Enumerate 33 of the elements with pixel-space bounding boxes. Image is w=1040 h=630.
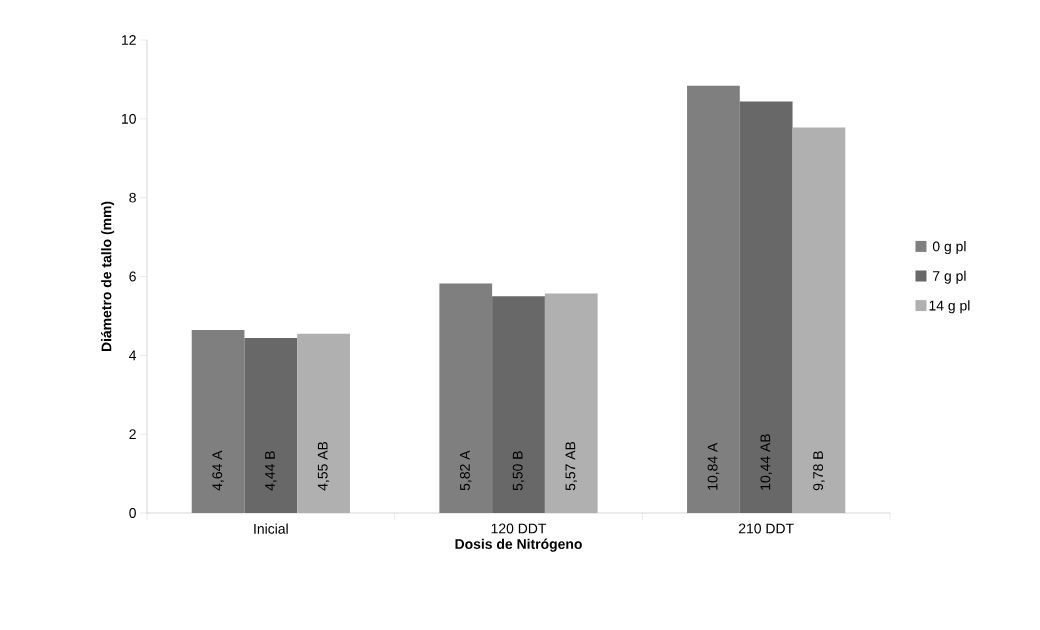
bar — [544, 293, 598, 513]
data-label: 10,84 A — [707, 442, 720, 490]
legend-label: 7 g pl — [933, 270, 966, 284]
bar — [492, 296, 545, 513]
x-tick-label: Inicial — [254, 523, 288, 534]
legend-label: 14 g pl — [929, 300, 970, 314]
y-tick-label: 2 — [129, 429, 136, 440]
x-tick-label: 120 DDT — [491, 523, 547, 534]
x-axis-title: Dosis de Nitrógeno — [455, 538, 582, 552]
bar — [439, 283, 493, 513]
data-label: 9,78 B — [813, 451, 825, 491]
data-label: 4,55 AB — [317, 441, 330, 491]
bar — [687, 85, 740, 513]
bar — [297, 333, 350, 513]
y-axis-title: Diámetro de tallo (mm) — [101, 201, 115, 352]
data-label: 4,44 B — [265, 451, 277, 491]
data-label: 5,82 A — [459, 450, 472, 491]
bar — [244, 337, 298, 513]
data-label: 5,50 B — [512, 451, 525, 491]
y-tick-label: 8 — [129, 192, 136, 203]
y-tick-label: 6 — [129, 271, 136, 282]
data-label: 4,64 A — [212, 450, 224, 491]
bar — [191, 330, 245, 513]
data-label: 10,44 AB — [760, 434, 772, 490]
legend-label: 0 g pl — [932, 241, 966, 255]
bar — [792, 127, 846, 513]
y-tick-label: 10 — [122, 113, 136, 124]
x-tick-label: 210 DDT — [738, 523, 794, 534]
y-tick-label: 12 — [122, 35, 136, 45]
y-tick-label: 0 — [129, 508, 136, 518]
y-tick-label: 4 — [129, 350, 137, 361]
data-label: 5,57 AB — [565, 441, 577, 491]
bar — [739, 101, 793, 513]
